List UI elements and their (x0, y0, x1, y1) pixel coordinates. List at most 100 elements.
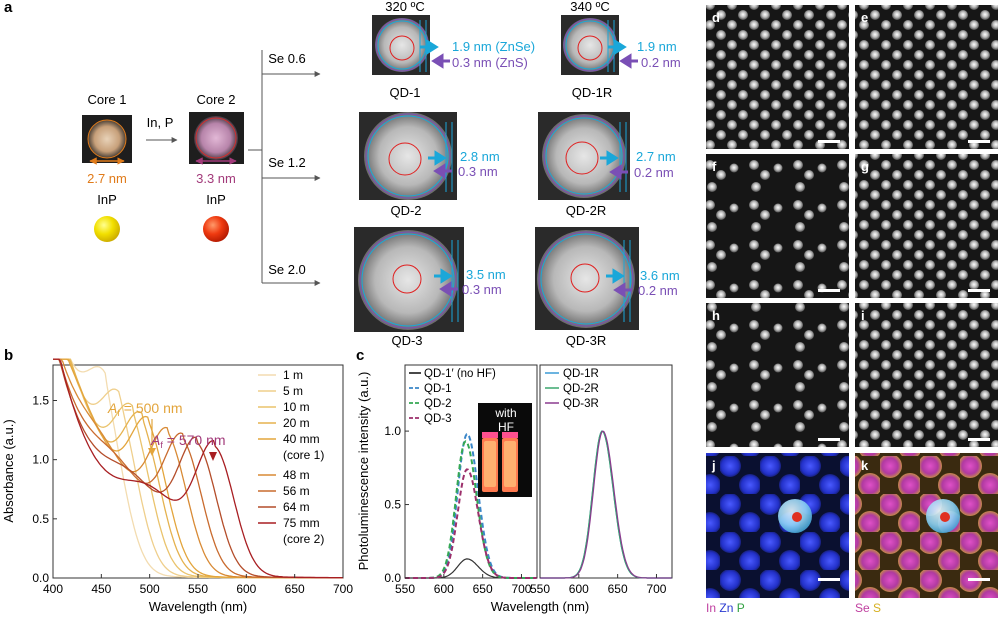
se-label-3: Se 2.0 (268, 262, 306, 277)
core1-material: InP (97, 192, 117, 207)
core2-title: Core 2 (196, 92, 235, 107)
panel-letter-k: k (861, 458, 869, 473)
plot-b-ticks: 400 450 500 550 600 650 700 0.0 0.5 1.0 1.5 (32, 394, 353, 597)
annotation-af-500: Af = 500 nm (107, 400, 183, 418)
panel-letter-g: g (861, 159, 869, 174)
panel-letter-c: c (356, 347, 364, 364)
x-tick-label: 650 (473, 582, 493, 596)
qd2-name: QD-2 (390, 203, 421, 218)
qd2r-znse-label: 2.7 nm (636, 149, 676, 164)
annotation-af-570: Af = 570 nm (150, 432, 226, 450)
legend-label: 48 m (283, 468, 310, 482)
plot-c-xlabel: Wavelength (nm) (491, 599, 590, 614)
legend-label: QD-3 (424, 413, 451, 425)
branch-bracket (248, 50, 263, 283)
panel-letter-b: b (4, 347, 13, 364)
legend-label: 75 mm (283, 516, 320, 530)
micrograph-i (855, 303, 998, 447)
qd1r-znse-label: 1.9 nm (637, 39, 677, 54)
qd2-zns-label: 0.3 nm (458, 164, 498, 179)
y-tick-label: 1.5 (32, 394, 49, 408)
shell-arrows (420, 39, 638, 298)
x-tick-label: 550 (188, 582, 208, 596)
core2-tem-image (189, 112, 244, 164)
y-tick-label: 0.5 (32, 512, 49, 526)
qd1-znse-label: 1.9 nm (ZnSe) (452, 39, 535, 54)
legend-label: QD-2 (424, 398, 451, 410)
micrograph-f (706, 154, 849, 298)
qd2r-zns-label: 0.2 nm (634, 165, 674, 180)
qd3r-znse-label: 3.6 nm (640, 268, 680, 283)
core2-sphere-icon (203, 216, 229, 242)
panel-b: b 400 450 500 550 600 650 700 0.0 0.5 1.0 1.5 Abso… (1, 347, 353, 614)
temp-label-340: 340 ºC (570, 0, 609, 14)
y-tick-label: 0.0 (384, 571, 401, 585)
qd2r-tem-image (538, 112, 630, 200)
y-tick-label: 0.0 (32, 571, 49, 585)
qd1-zns-label: 0.3 nm (ZnS) (452, 55, 528, 70)
panel-letter-d: d (712, 10, 720, 25)
panel-letter-i: i (861, 308, 865, 323)
scale-bar-k (968, 578, 990, 581)
qd1r-tem-image (561, 15, 619, 75)
y-tick-label: 0.5 (384, 498, 401, 512)
panel-a: a Core 1 2.7 nm InP In, P Core 2 3.3 nm … (4, 0, 681, 348)
inset-label-hf: HF (498, 420, 514, 434)
qd-model-sphere-icon-k (926, 499, 960, 533)
pl-series-line (540, 430, 672, 579)
qd3r-tem-image (535, 227, 639, 330)
qd3r-zns-label: 0.2 nm (638, 283, 678, 298)
legend-label: 10 m (283, 400, 310, 414)
panel-letter-h: h (712, 308, 720, 323)
plot-c-legend: QD-1′ (no HF) QD-1 QD-2 QD-3 QD-1R QD-2R QD-3R (409, 368, 599, 425)
micrograph-g (855, 154, 998, 298)
plot-c-right-frame (539, 364, 673, 579)
micrograph-j (706, 453, 849, 598)
qd-model-sphere-icon-j (778, 499, 812, 533)
panel-letter-a: a (4, 0, 13, 16)
micrograph-grid: d e f g h i j k In Zn P Se S (706, 5, 998, 615)
pl-series-line (405, 468, 537, 579)
inset-label-with: with (494, 406, 516, 420)
core1-sphere-icon (94, 216, 120, 242)
pl-series-line (405, 558, 537, 579)
pl-series-line (405, 440, 537, 579)
core1-title: Core 1 (87, 92, 126, 107)
y-tick-label: 1.0 (384, 424, 401, 438)
plot-c-left-frame (404, 364, 538, 579)
x-tick-label: 600 (434, 582, 454, 596)
legend-label: 5 m (283, 384, 303, 398)
y-tick-label: 1.0 (32, 453, 49, 467)
core1-tem-image (82, 115, 132, 163)
legend-label: 40 mm (283, 432, 320, 446)
x-tick-label: 450 (91, 582, 111, 596)
x-tick-label: 600 (569, 582, 589, 596)
plot-c-curves (405, 430, 672, 579)
legend-label: (core 1) (283, 448, 324, 462)
scale-bar-g (968, 289, 990, 292)
micrograph-e (855, 5, 998, 149)
x-tick-label: 700 (511, 582, 531, 596)
se-label-2: Se 1.2 (268, 155, 306, 170)
micrograph-d (706, 5, 849, 149)
scale-bar-h (818, 438, 840, 441)
qd3-znse-label: 3.5 nm (466, 267, 506, 282)
pl-series-line (540, 430, 672, 579)
core2-material: InP (206, 192, 226, 207)
x-tick-label: 650 (285, 582, 305, 596)
eds-legend-k: Se S (855, 601, 881, 615)
x-tick-label: 700 (646, 582, 666, 596)
legend-label: (core 2) (283, 532, 324, 546)
legend-label: QD-1R (563, 368, 599, 380)
pl-series-line (540, 430, 672, 579)
panel-letter-e: e (861, 10, 868, 25)
qd1r-name: QD-1R (572, 85, 612, 100)
scale-bar-i (968, 438, 990, 441)
x-tick-label: 400 (43, 582, 63, 596)
panel-letter-j: j (711, 458, 716, 473)
plot-b-ylabel: Absorbance (a.u.) (1, 419, 16, 522)
x-tick-label: 600 (236, 582, 256, 596)
legend-label: QD-1′ (no HF) (424, 368, 496, 380)
